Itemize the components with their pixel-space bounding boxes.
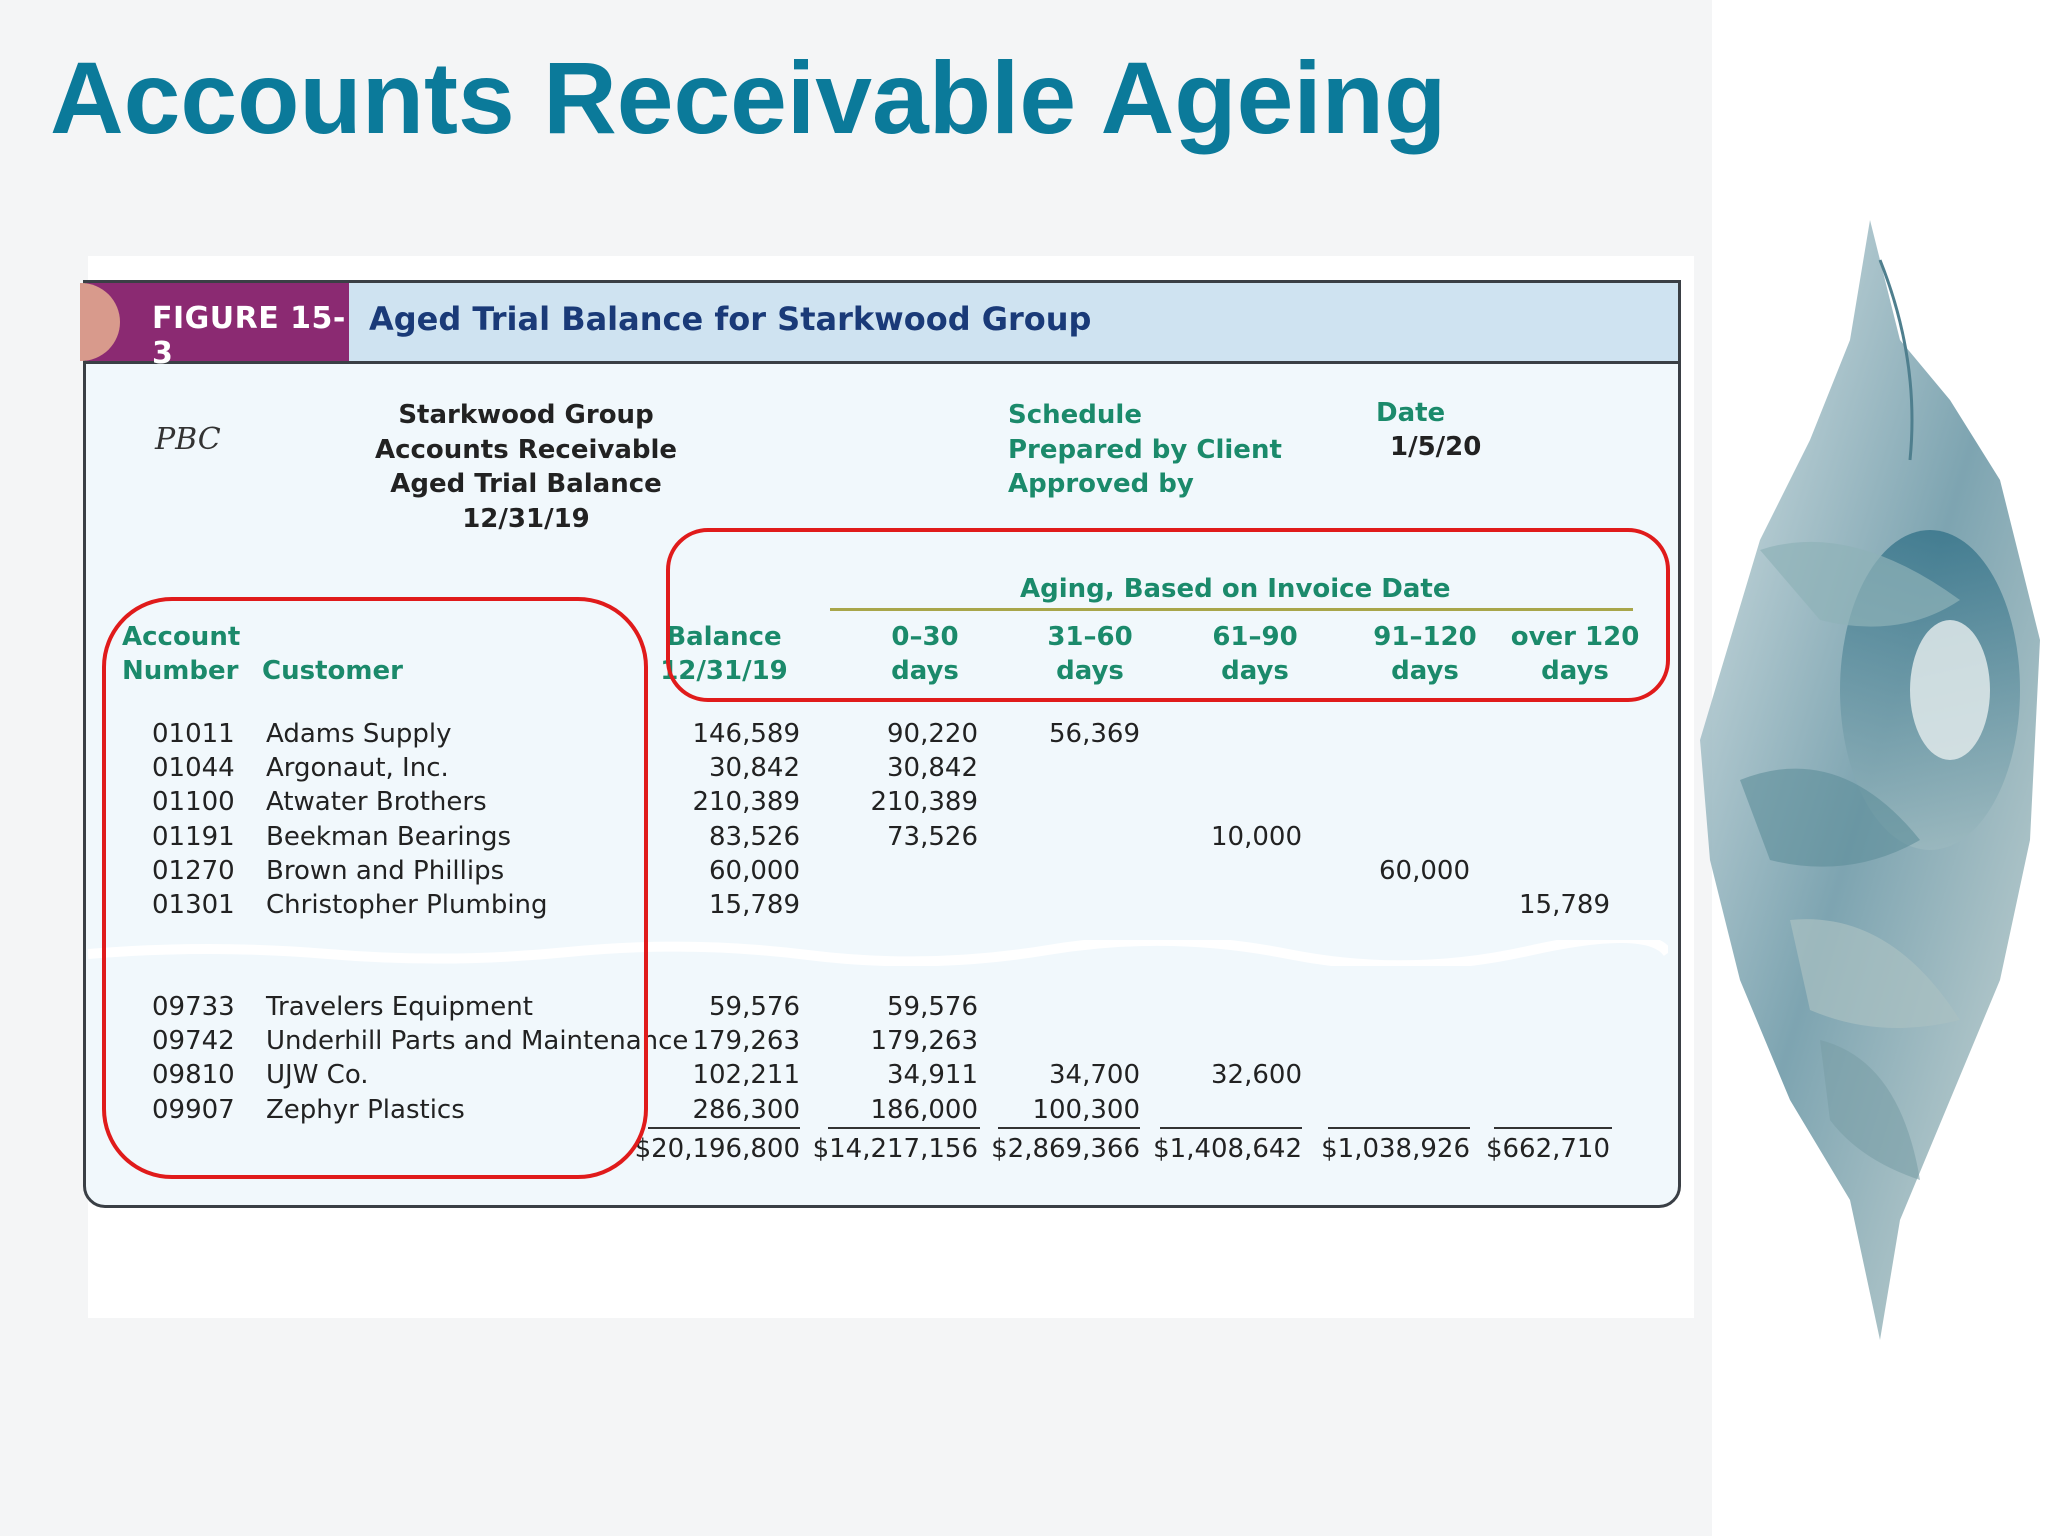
total-0-30: $14,217,156 — [812, 1134, 978, 1164]
account-number: 01100 — [152, 787, 235, 818]
total-rule-over-120 — [1494, 1127, 1612, 1129]
account-number: 01191 — [152, 821, 235, 852]
amount-31-60: 56,369 — [1049, 719, 1140, 749]
total-91-120: $1,038,926 — [1321, 1134, 1470, 1164]
total-rule-31-60 — [998, 1127, 1140, 1129]
amount-61-90: 10,000 — [1211, 821, 1302, 852]
balance: 83,526 — [709, 821, 800, 852]
date-label: Date — [1376, 398, 1446, 428]
date-value: 1/5/20 — [1390, 432, 1482, 462]
account-number: 01044 — [152, 753, 235, 784]
report-type: Aged Trial Balance — [390, 469, 662, 499]
customer-name: Brown and Phillips — [266, 855, 505, 886]
balance: 286,300 — [692, 1094, 800, 1125]
schedule-block: Schedule Prepared by Client Approved by — [1008, 398, 1282, 502]
total-rule-61-90 — [1160, 1127, 1302, 1129]
col-header-over-120: over 120 days — [1510, 622, 1640, 686]
customer-name: Adams Supply — [266, 719, 452, 749]
amount-over-120: 15,789 — [1519, 890, 1610, 920]
schedule-label: Schedule — [1008, 400, 1142, 430]
aged-trial-balance-figure: FIGURE 15-3 Aged Trial Balance for Stark… — [80, 280, 1681, 1208]
decorative-watercolor-image — [1700, 220, 2040, 1340]
customer-name: Argonaut, Inc. — [266, 753, 449, 784]
col-header-customer: Customer — [262, 656, 403, 686]
account-number: 09733 — [152, 992, 235, 1022]
total-over-120: $662,710 — [1485, 1134, 1610, 1164]
balance: 146,589 — [692, 719, 800, 749]
amount-31-60: 34,700 — [1049, 1060, 1140, 1091]
total-rule-balance — [648, 1127, 800, 1129]
aging-header-rule — [830, 608, 1633, 611]
customer-name: Christopher Plumbing — [266, 890, 548, 920]
highlight-aging-columns-box — [666, 528, 1670, 702]
total-61-90: $1,408,642 — [1153, 1134, 1302, 1164]
figure-label: FIGURE 15-3 — [152, 301, 346, 371]
account-number: 01301 — [152, 890, 235, 920]
amount-31-60: 100,300 — [1032, 1094, 1140, 1125]
pbc-mark: PBC — [155, 422, 221, 457]
col-header-31-60: 31–60 days — [1047, 622, 1133, 686]
customer-name: Zephyr Plastics — [266, 1094, 465, 1125]
customer-name: Atwater Brothers — [266, 787, 487, 818]
balance: 210,389 — [692, 787, 800, 818]
col-header-0-30: 0–30 days — [891, 622, 959, 686]
figure-label-tab: FIGURE 15-3 — [80, 283, 349, 371]
balance: 30,842 — [709, 753, 800, 784]
figure-title: Aged Trial Balance for Starkwood Group — [369, 300, 1092, 338]
col-header-61-90: 61–90 days — [1212, 622, 1298, 686]
total-rule-91-120 — [1328, 1127, 1470, 1129]
amount-0-30: 30,842 — [887, 753, 978, 784]
balance: 102,211 — [692, 1060, 800, 1091]
customer-name: Underhill Parts and Maintenance — [266, 1026, 689, 1057]
account-number: 09742 — [152, 1026, 235, 1057]
approved-by-label: Approved by — [1008, 469, 1194, 499]
amount-0-30: 186,000 — [870, 1094, 978, 1125]
col-header-91-120: 91–120 days — [1373, 622, 1477, 686]
table-break-tear — [88, 940, 1668, 966]
amount-0-30: 210,389 — [870, 787, 978, 818]
amount-0-30: 34,911 — [887, 1060, 978, 1091]
account-number: 01270 — [152, 855, 235, 886]
amount-0-30: 179,263 — [870, 1026, 978, 1057]
amount-0-30: 59,576 — [887, 992, 978, 1022]
account-number: 01011 — [152, 719, 235, 749]
total-balance: $20,196,800 — [634, 1134, 800, 1164]
amount-61-90: 32,600 — [1211, 1060, 1302, 1091]
customer-name: UJW Co. — [266, 1060, 369, 1091]
account-number: 09810 — [152, 1060, 235, 1091]
highlight-customer-box — [102, 597, 648, 1179]
amount-0-30: 73,526 — [887, 821, 978, 852]
figure-header: FIGURE 15-3 Aged Trial Balance for Stark… — [80, 283, 1678, 371]
balance: 179,263 — [692, 1026, 800, 1057]
balance: 60,000 — [709, 855, 800, 886]
customer-name: Travelers Equipment — [266, 992, 533, 1022]
slide-title: Accounts Receivable Ageing — [50, 41, 1447, 155]
report-name: Accounts Receivable — [374, 434, 678, 465]
balance: 15,789 — [709, 890, 800, 920]
amount-91-120: 60,000 — [1379, 855, 1470, 886]
customer-name: Beekman Bearings — [266, 821, 512, 852]
aging-header: Aging, Based on Invoice Date — [1020, 574, 1451, 604]
total-31-60: $2,869,366 — [991, 1134, 1140, 1164]
balance: 59,576 — [709, 992, 800, 1022]
prepared-by-label: Prepared by Client — [1008, 434, 1282, 465]
amount-0-30: 90,220 — [887, 719, 978, 749]
company-name: Starkwood Group — [398, 400, 654, 430]
total-rule-0-30 — [828, 1127, 980, 1129]
report-date: 12/31/19 — [462, 503, 590, 534]
company-block: Starkwood Group Accounts Receivable Aged… — [340, 398, 712, 536]
